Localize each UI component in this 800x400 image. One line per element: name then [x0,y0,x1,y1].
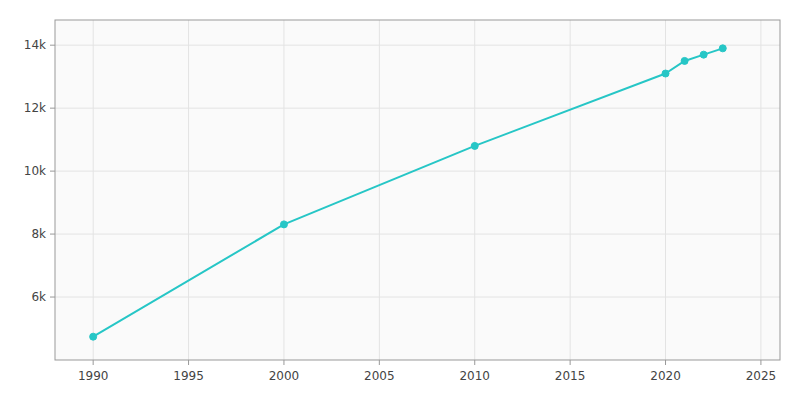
x-tick-label: 2000 [269,369,300,383]
y-grid-line [55,234,780,235]
y-tick-label: 14k [24,38,46,52]
y-grid-line [55,108,780,109]
y-tick [50,171,55,172]
point [280,221,287,228]
x-tick [188,360,189,365]
x-tick-label: 2005 [364,369,395,383]
grid [55,20,780,360]
x-tick [283,360,284,365]
point [719,45,726,52]
x-tick-label: 2010 [459,369,490,383]
x-tick-label: 2015 [555,369,586,383]
x-tick-label: 2020 [650,369,681,383]
plot-frame [55,20,780,360]
y-tick-label: 6k [31,290,46,304]
chart-container: 1990 1995 2000 2005 2010 2015 2020 2025 6k 8k 10k 1… [0,0,800,400]
chart-svg: 1990 1995 2000 2005 2010 2015 2020 2025 6k 8k 10k 1… [0,0,800,400]
line [93,48,723,336]
x-tick [379,360,380,365]
x-tick-label: 1995 [173,369,204,383]
x-tick-label: 2025 [746,369,777,383]
y-grid-line [55,297,780,298]
x-grid-line [760,20,761,360]
point [700,51,707,58]
point [90,333,97,340]
y-tick-label: 8k [31,227,46,241]
x-grid-line [570,20,571,360]
point [662,70,669,77]
point [471,142,478,149]
page: {"chart_data": {"type": "line", "x": [19… [0,0,800,400]
y-tick [50,297,55,298]
y-grid-line [55,171,780,172]
x-grid-line [474,20,475,360]
x-tick [93,360,94,365]
x-tick [570,360,571,365]
y-tick [50,45,55,46]
point [681,57,688,64]
x-tick [474,360,475,365]
x-grid-line [93,20,94,360]
x-grid-line [188,20,189,360]
plot-background [55,20,780,360]
y-tick-label: 10k [24,164,46,178]
x-grid-line [283,20,284,360]
x-tick [665,360,666,365]
axes: 1990 1995 2000 2005 2010 2015 2020 2025 6k 8k 10k 1… [24,38,776,383]
x-tick-label: 1990 [78,369,109,383]
y-tick [50,234,55,235]
x-grid-line [379,20,380,360]
y-grid-line [55,45,780,46]
x-tick [760,360,761,365]
y-tick-label: 12k [24,101,46,115]
series [90,45,727,340]
y-tick [50,108,55,109]
